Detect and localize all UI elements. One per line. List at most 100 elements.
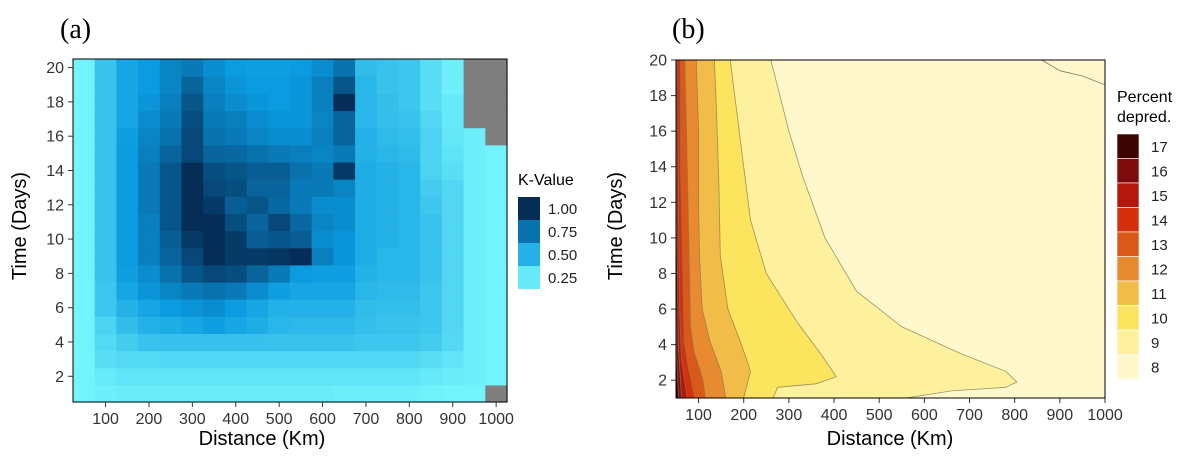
heatmap-cell [355, 264, 378, 283]
heatmap-cell [73, 76, 96, 94]
heatmap-cell [333, 161, 356, 180]
heatmap-cell [116, 179, 139, 197]
heatmap-cell [355, 93, 378, 112]
heatmap-cell [116, 110, 139, 129]
heatmap-cell [290, 76, 313, 94]
heatmap-cell [224, 350, 248, 369]
heatmap-cell [420, 384, 443, 403]
heatmap-cell [420, 179, 443, 197]
heatmap-cell [311, 350, 334, 369]
heatmap-cell [159, 59, 183, 77]
legend-swatch [518, 220, 540, 243]
heatmap-cell [246, 333, 269, 352]
heatmap-cell [224, 76, 248, 94]
heatmap-cell [441, 76, 465, 94]
heatmap-cell [441, 161, 465, 180]
y-axis-a: 2 4 6 8 10 12 14 16 18 20 [46, 60, 73, 386]
legend-swatch [1116, 133, 1140, 159]
heatmap-cell [116, 350, 139, 369]
heatmap-cell [355, 384, 378, 403]
heatmap-cell [94, 299, 117, 317]
heatmap-cell [73, 110, 96, 129]
heatmap-cell [159, 144, 183, 163]
heatmap-cell [311, 59, 334, 77]
heatmap-cell [246, 350, 269, 369]
heatmap-cell [116, 93, 139, 112]
heatmap-cell [159, 316, 183, 334]
heatmap-cell [138, 299, 161, 317]
heatmap-cell [376, 127, 400, 146]
heatmap-cell [398, 281, 421, 300]
heatmap-cell [138, 264, 161, 283]
heatmap-cell [159, 281, 183, 300]
heatmap-cell [290, 196, 313, 214]
heatmap-cell [159, 161, 183, 180]
y-tick-label: 12 [649, 195, 667, 212]
heatmap-cell [138, 281, 161, 300]
heatmap-cell [441, 213, 465, 232]
legend-a: K-Value 1.00 0.75 0.50 0.25 [518, 172, 577, 289]
heatmap-cell [441, 264, 465, 283]
heatmap-cell [203, 350, 226, 369]
heatmap-cell [203, 179, 226, 197]
heatmap-cell [268, 247, 291, 266]
heatmap-cell [441, 93, 465, 112]
heatmap-cell [268, 281, 291, 300]
heatmap-cell [485, 316, 508, 334]
x-tick-label: 300 [179, 411, 206, 428]
heatmap-cell [73, 196, 96, 214]
heatmap-cell [463, 144, 486, 163]
plot-frame-a [72, 58, 508, 403]
heatmap-cell [181, 316, 204, 334]
heatmap-cell [181, 127, 204, 146]
heatmap-cell [420, 59, 443, 77]
heatmap-cell [441, 316, 465, 334]
heatmap-cell [398, 196, 421, 214]
heatmap-cell [376, 76, 400, 94]
heatmap-cell [355, 213, 378, 232]
heatmap-cell [116, 247, 139, 266]
heatmap-cell [203, 316, 226, 334]
x-tick-label: 500 [866, 407, 893, 424]
heatmap-cell [311, 196, 334, 214]
heatmap-cell [398, 247, 421, 266]
heatmap-cell [376, 161, 400, 180]
heatmap-cell [463, 76, 486, 94]
heatmap-cell [311, 144, 334, 163]
heatmap-cell [333, 110, 356, 129]
heatmap-cell [311, 179, 334, 197]
x-tick-label: 100 [92, 411, 119, 428]
heatmap-cell [355, 179, 378, 197]
heatmap-cell [116, 230, 139, 249]
heatmap-cell [463, 59, 486, 77]
y-tick-label: 8 [55, 266, 64, 283]
heatmap-cell [94, 110, 117, 129]
heatmap-cell [398, 110, 421, 129]
heatmap-cell [159, 93, 183, 112]
y-tick-label: 18 [46, 94, 64, 111]
heatmap-cell [73, 230, 96, 249]
x-tick-label: 600 [911, 407, 938, 424]
heatmap-cell [398, 144, 421, 163]
heatmap-cell [94, 316, 117, 334]
heatmap-cell [224, 127, 248, 146]
heatmap-cell [376, 247, 400, 266]
heatmap-cell [463, 264, 486, 283]
heatmap-cell [224, 196, 248, 214]
heatmap-cell [268, 196, 291, 214]
heatmap-cell [441, 110, 465, 129]
heatmap-cell [224, 230, 248, 249]
heatmap-cell [355, 144, 378, 163]
heatmap-cell [376, 264, 400, 283]
heatmap-cell [268, 179, 291, 197]
y-tick-label: 20 [649, 53, 667, 70]
heatmap-cell [463, 367, 486, 386]
x-tick-label: 1000 [1087, 407, 1123, 424]
heatmap-cell [246, 316, 269, 334]
heatmap-cell [94, 230, 117, 249]
heatmap-cell [398, 264, 421, 283]
heatmap-cell [94, 59, 117, 77]
heatmap-cell [333, 144, 356, 163]
heatmap-cell [420, 93, 443, 112]
heatmap-cell [94, 281, 117, 300]
